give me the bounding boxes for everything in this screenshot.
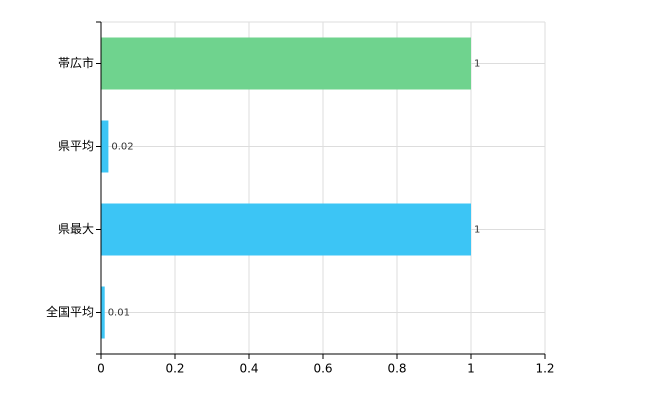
y-tick-label: 帯広市: [58, 55, 94, 70]
bar: [101, 286, 105, 339]
value-label: 0.01: [108, 308, 130, 319]
x-tick-label: 1: [467, 362, 475, 376]
x-tick-label: 0.6: [313, 362, 332, 376]
x-tick-label: 0.2: [165, 362, 184, 376]
y-tick-label: 県最大: [58, 222, 94, 236]
x-tick-label: 0: [97, 362, 105, 376]
bar: [101, 203, 471, 256]
y-tick-label: 県平均: [58, 139, 94, 153]
bar: [101, 120, 109, 173]
bar: [101, 37, 471, 90]
value-label: 1: [474, 59, 480, 70]
value-label: 0.02: [111, 142, 133, 153]
value-label: 1: [474, 225, 480, 236]
x-tick-label: 1.2: [535, 362, 554, 376]
y-tick-label: 全国平均: [46, 304, 94, 319]
x-tick-label: 0.8: [387, 362, 406, 376]
x-tick-label: 0.4: [239, 362, 258, 376]
